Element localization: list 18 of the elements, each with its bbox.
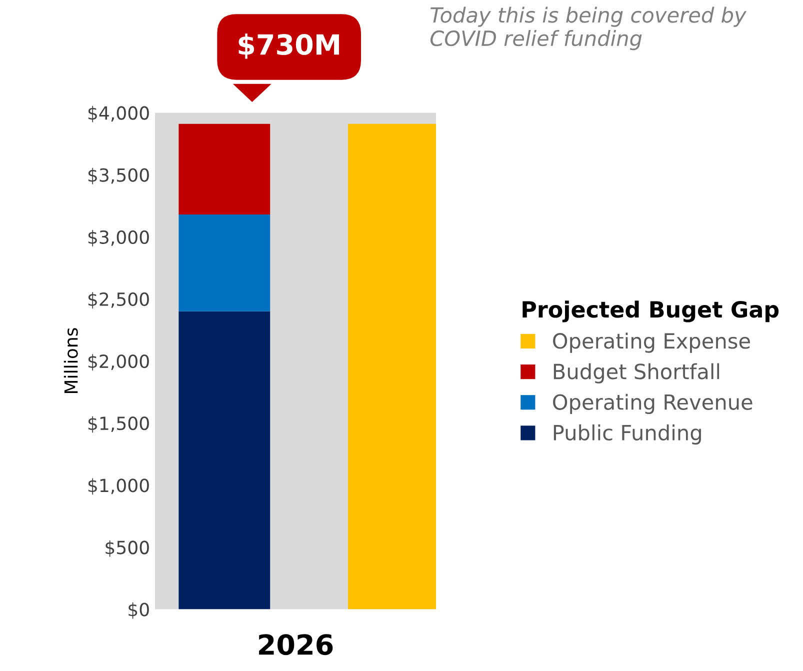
legend-title: Projected Buget Gap [522, 300, 779, 322]
y-tick-label: $4,000 [88, 106, 149, 122]
legend-label: Operating Revenue [553, 394, 752, 414]
legend-label: Budget Shortfall [554, 363, 720, 384]
x-axis-title: 2026 [259, 634, 333, 656]
legend-label: Operating Expense [553, 332, 750, 353]
text: Today this is being covered by COVID relief funding [430, 6, 747, 50]
y-tick-label: $1,000 [88, 478, 149, 495]
y-tick-label: $1,500 [88, 416, 149, 433]
legend-label: Public Funding [554, 424, 701, 445]
y-tick-label: $500 [106, 540, 149, 557]
y-tick-label: $3,000 [88, 230, 149, 246]
y-tick-label: $2,500 [88, 292, 149, 308]
y-tick-label: $2,000 [88, 354, 149, 371]
text: $730M [238, 34, 339, 59]
y-axis-title: Millions [64, 328, 78, 393]
y-tick-label: $3,500 [88, 168, 149, 184]
y-tick-label: $0 [128, 602, 149, 619]
